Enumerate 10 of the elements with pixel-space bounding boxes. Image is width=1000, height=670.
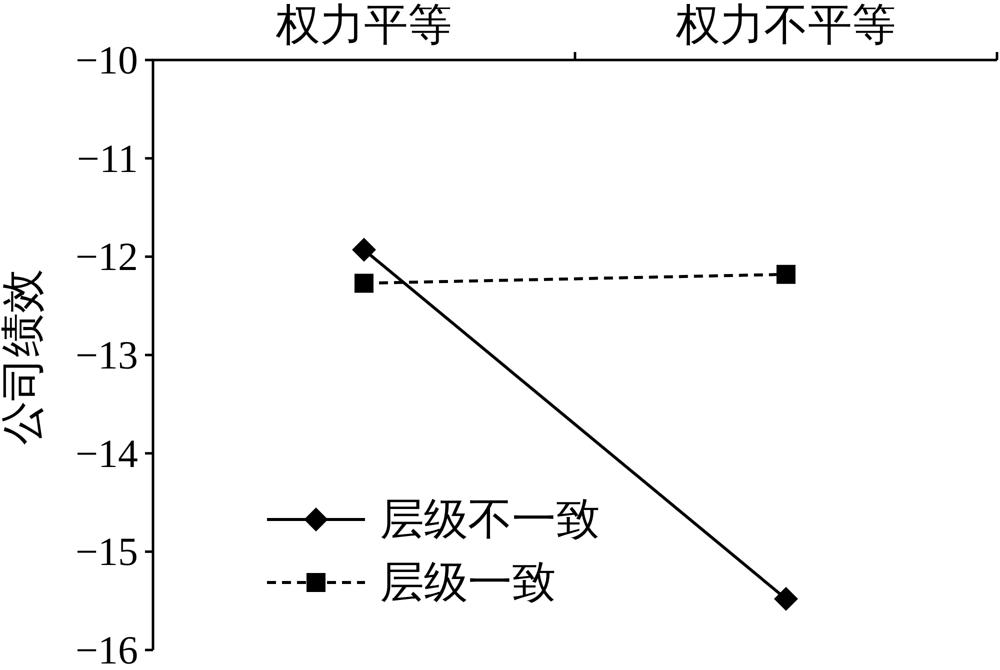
y-tick-label: −15 — [75, 529, 138, 574]
y-axis-title: 公司绩效 — [0, 269, 48, 445]
y-tick-label: −16 — [75, 628, 138, 670]
x-tick-label: 权力不平等 — [676, 0, 896, 50]
y-tick-label: −10 — [75, 38, 138, 82]
y-tick-label: −12 — [75, 234, 138, 280]
y-tick-label: −11 — [76, 136, 138, 181]
y-tick-label: −14 — [75, 430, 138, 476]
x-tick-label: 权力平等 — [276, 0, 452, 50]
y-tick-label: −13 — [75, 332, 138, 378]
